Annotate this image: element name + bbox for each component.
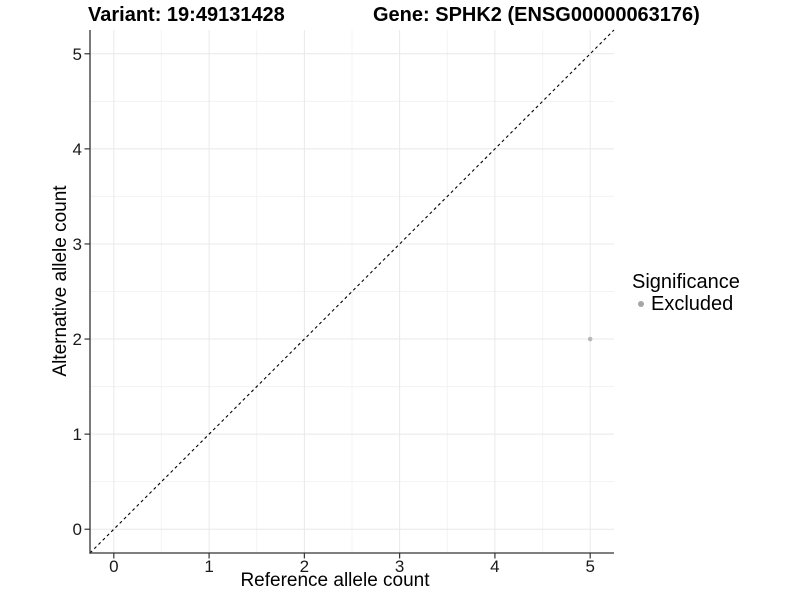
y-axis-title: Alternative allele count xyxy=(50,185,71,377)
y-tick-label: 1 xyxy=(73,425,82,444)
legend: Significance Excluded xyxy=(632,271,740,314)
x-tick-label: 2 xyxy=(300,557,309,576)
y-tick-label: 2 xyxy=(73,330,82,349)
y-tick-label: 4 xyxy=(73,140,82,159)
excluded-point-icon xyxy=(638,301,644,307)
x-axis-title: Reference allele count xyxy=(240,570,430,591)
x-tick-label: 0 xyxy=(109,557,118,576)
legend-item-excluded: Excluded xyxy=(632,294,740,314)
gene-title: Gene: SPHK2 (ENSG00000063176) xyxy=(373,4,700,26)
legend-item-label: Excluded xyxy=(651,293,734,315)
y-tick-label: 3 xyxy=(73,235,82,254)
x-tick-label: 4 xyxy=(490,557,499,576)
variant-title: Variant: 19:49131428 xyxy=(88,4,285,26)
x-tick-label: 1 xyxy=(204,557,213,576)
data-point xyxy=(587,336,593,342)
y-tick-label: 0 xyxy=(73,520,82,539)
y-tick-label: 5 xyxy=(73,45,82,64)
x-tick-label: 5 xyxy=(585,557,594,576)
x-tick-label: 3 xyxy=(395,557,404,576)
legend-title: Significance xyxy=(632,271,740,293)
